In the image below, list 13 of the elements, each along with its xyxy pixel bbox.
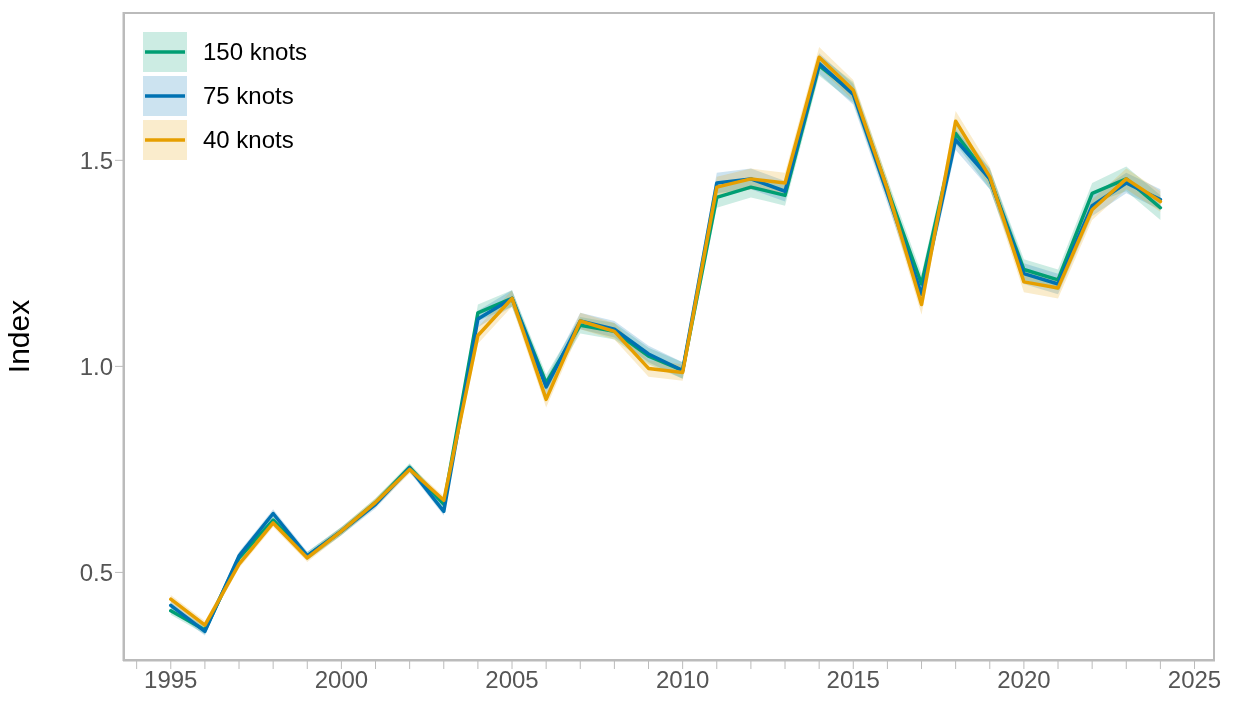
legend-label: 75 knots <box>203 82 294 110</box>
x-tick-label: 2015 <box>826 666 880 694</box>
x-tick-label: 2025 <box>1167 666 1222 694</box>
y-tick-label: 1.5 <box>79 146 113 174</box>
x-tick-label: 2005 <box>485 666 539 694</box>
legend-label: 150 knots <box>203 38 308 66</box>
x-tick-label: 1995 <box>144 666 198 694</box>
legend-label: 40 knots <box>203 126 294 154</box>
x-tick-label: 2010 <box>655 666 710 694</box>
x-tick-label: 2020 <box>997 666 1051 694</box>
y-tick-label: 0.5 <box>79 558 113 586</box>
x-tick-label: 2000 <box>314 666 369 694</box>
y-tick-label: 1.0 <box>79 352 113 380</box>
